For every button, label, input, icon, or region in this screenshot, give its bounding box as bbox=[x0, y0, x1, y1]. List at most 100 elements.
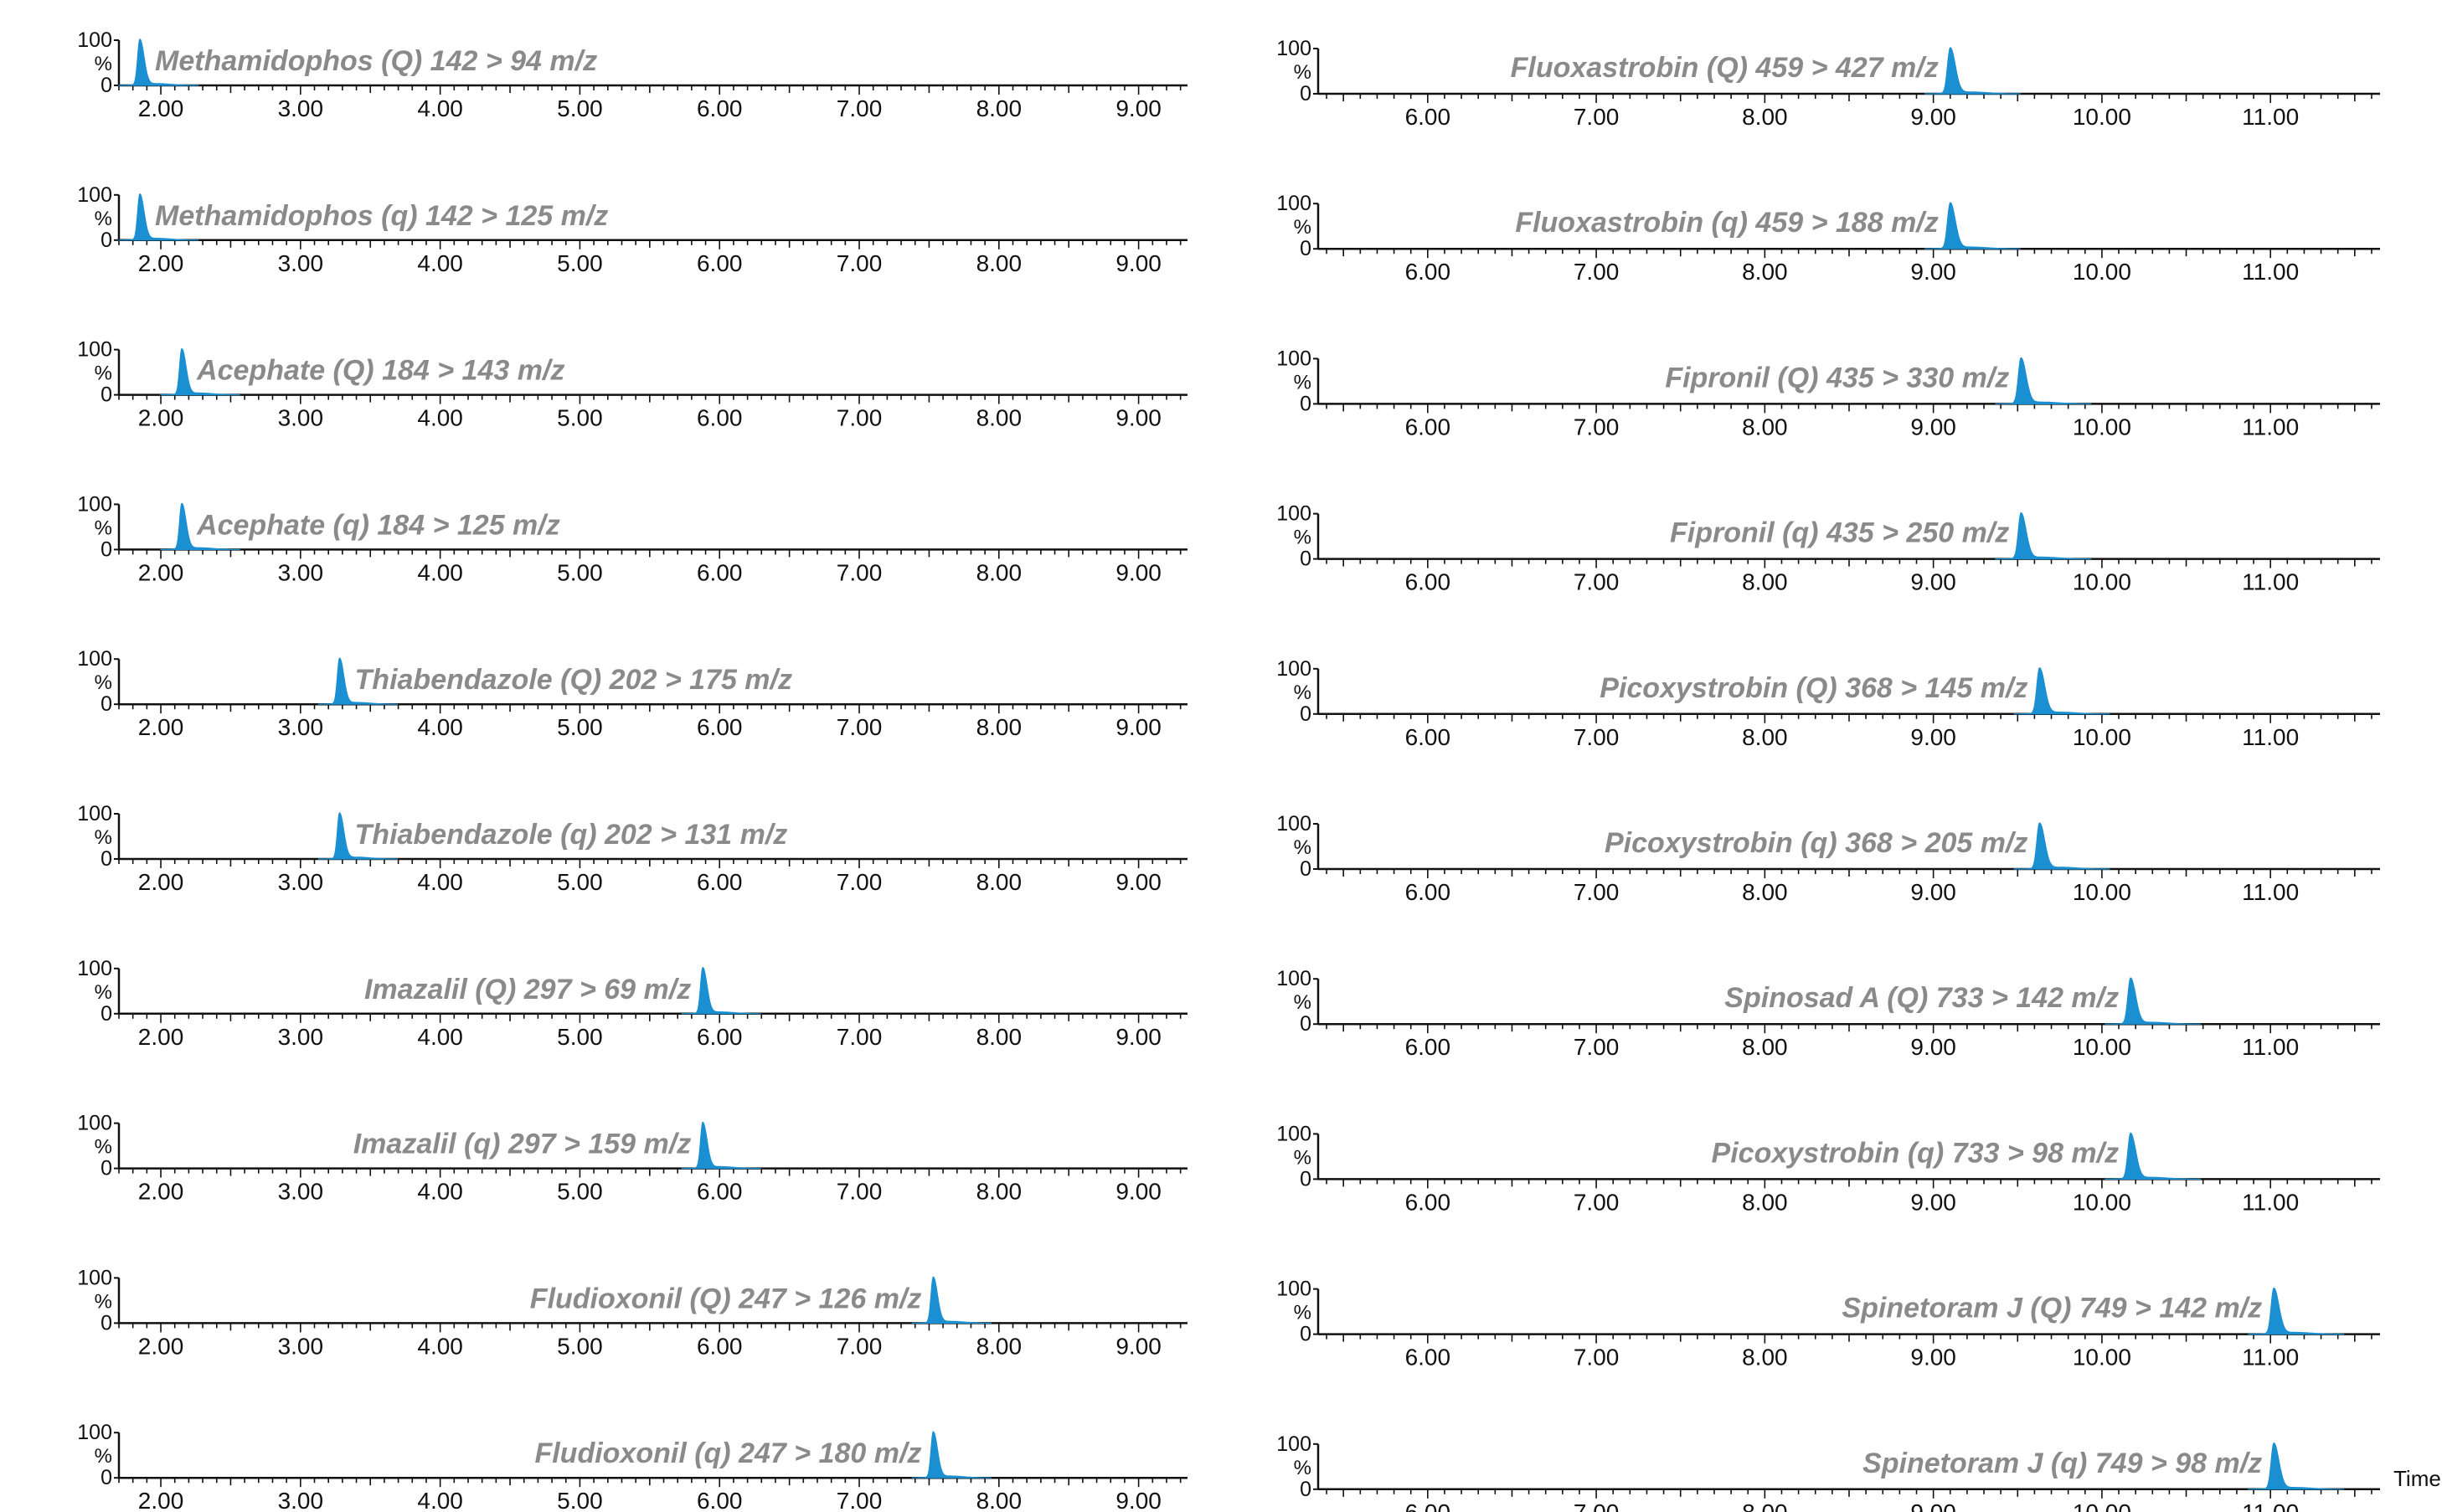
x-tick-label: 2.00 bbox=[138, 250, 184, 276]
y-tick-label-top: 100 bbox=[77, 338, 112, 362]
chromatogram-panel: 100%0 2.00 3.00 4.00 5.00 6.00 7.00 8.00 9.00 Flu… bbox=[77, 1266, 1188, 1359]
x-tick-label: 8.00 bbox=[1742, 724, 1788, 750]
y-axis-unit: % bbox=[1294, 1146, 1311, 1169]
x-tick-label: 8.00 bbox=[976, 714, 1023, 740]
x-tick-label: 9.00 bbox=[1115, 1488, 1162, 1512]
chromatogram-peak bbox=[911, 1276, 992, 1324]
x-tick-label: 3.00 bbox=[278, 1024, 324, 1050]
x-tick-label: 6.00 bbox=[1405, 1345, 1451, 1371]
x-tick-label: 5.00 bbox=[557, 714, 603, 740]
x-tick-label: 4.00 bbox=[417, 1179, 463, 1205]
x-tick-label: 7.00 bbox=[1574, 724, 1620, 750]
x-tick-label: 8.00 bbox=[1742, 1499, 1788, 1512]
x-tick-label: 4.00 bbox=[417, 1488, 463, 1512]
x-tick-label: 2.00 bbox=[138, 559, 184, 585]
x-tick-label: 9.00 bbox=[1115, 1024, 1162, 1050]
x-tick-label: 7.00 bbox=[1574, 1034, 1620, 1060]
x-tick-label: 8.00 bbox=[976, 1488, 1023, 1512]
x-tick-label: 5.00 bbox=[557, 1488, 603, 1512]
x-tick-label: 9.00 bbox=[1910, 1034, 1956, 1060]
x-tick-label: 8.00 bbox=[1742, 414, 1788, 440]
x-tick-label: 10.00 bbox=[2073, 259, 2131, 285]
x-tick-label: 9.00 bbox=[1115, 559, 1162, 585]
y-tick-label-top: 100 bbox=[1276, 347, 1311, 370]
y-tick-label-bottom: 0 bbox=[100, 537, 112, 561]
x-tick-label: 9.00 bbox=[1115, 1179, 1162, 1205]
chromatogram-peak bbox=[2105, 1132, 2202, 1180]
transition-label: Spinetoram J (Q) 749 > 142 m/z bbox=[1842, 1293, 2262, 1324]
chromatogram-panel: 100%0 2.00 3.00 4.00 5.00 6.00 7.00 8.00 9.00 Ima… bbox=[77, 957, 1188, 1050]
chromatogram-panel: 100%0 2.00 3.00 4.00 5.00 6.00 7.00 8.00 9.00 Thi… bbox=[77, 802, 1188, 895]
x-tick-label: 9.00 bbox=[1115, 1333, 1162, 1359]
chromatogram-peak bbox=[2013, 666, 2110, 715]
x-tick-label: 6.00 bbox=[1405, 1499, 1451, 1512]
y-axis-unit: % bbox=[95, 1445, 112, 1468]
x-tick-label: 6.00 bbox=[697, 1333, 743, 1359]
transition-label: Picoxystrobin (Q) 368 > 145 m/z bbox=[1600, 672, 2027, 704]
y-tick-label-top: 100 bbox=[1276, 1122, 1311, 1145]
transition-label: Spinosad A (Q) 733 > 142 m/z bbox=[1724, 982, 2119, 1014]
x-tick-label: 8.00 bbox=[976, 559, 1023, 585]
y-tick-label-top: 100 bbox=[1276, 1432, 1311, 1456]
y-tick-label-top: 100 bbox=[77, 957, 112, 980]
chromatogram-panel: 100%0 6.00 7.00 8.00 9.00 10.00 11.00 Fluoxastr… bbox=[1276, 37, 2380, 130]
y-tick-label-top: 100 bbox=[1276, 37, 1311, 60]
chromatogram-panel: 100%0 6.00 7.00 8.00 9.00 10.00 11.00 Picoxystr… bbox=[1276, 812, 2380, 905]
y-tick-label-bottom: 0 bbox=[1300, 82, 1311, 105]
chromatogram-panel: 100%0 6.00 7.00 8.00 9.00 10.00 11.00 Spinosad … bbox=[1276, 967, 2380, 1060]
transition-label: Picoxystrobin (q) 733 > 98 m/z bbox=[1712, 1137, 2120, 1169]
x-tick-label: 11.00 bbox=[2242, 879, 2299, 905]
y-tick-label-bottom: 0 bbox=[100, 1157, 112, 1180]
x-tick-label: 6.00 bbox=[1405, 259, 1451, 285]
x-tick-label: 6.00 bbox=[1405, 1034, 1451, 1060]
x-tick-label: 8.00 bbox=[976, 405, 1023, 431]
y-axis-unit: % bbox=[1294, 1302, 1311, 1324]
y-tick-label-top: 100 bbox=[1276, 1278, 1311, 1301]
x-tick-label: 7.00 bbox=[837, 714, 883, 740]
x-tick-label: 8.00 bbox=[1742, 104, 1788, 130]
chromatogram-peak bbox=[1995, 512, 2092, 560]
x-tick-label: 10.00 bbox=[2073, 569, 2131, 595]
x-tick-label: 7.00 bbox=[837, 869, 883, 895]
x-tick-label: 9.00 bbox=[1115, 250, 1162, 276]
x-tick-label: 4.00 bbox=[417, 559, 463, 585]
x-tick-label: 8.00 bbox=[976, 95, 1023, 121]
transition-label: Picoxystrobin (q) 368 > 205 m/z bbox=[1605, 827, 2027, 859]
x-tick-label: 11.00 bbox=[2242, 724, 2299, 750]
x-tick-label: 8.00 bbox=[976, 1333, 1023, 1359]
x-tick-label: 5.00 bbox=[557, 1024, 603, 1050]
y-axis-unit: % bbox=[95, 1290, 112, 1313]
y-axis-unit: % bbox=[1294, 836, 1311, 859]
transition-label: Imazalil (Q) 297 > 69 m/z bbox=[364, 974, 691, 1005]
y-tick-label-bottom: 0 bbox=[100, 229, 112, 252]
y-tick-label-top: 100 bbox=[77, 1112, 112, 1135]
x-tick-label: 9.00 bbox=[1910, 104, 1956, 130]
x-tick-label: 6.00 bbox=[1405, 1189, 1451, 1215]
y-tick-label-bottom: 0 bbox=[100, 1002, 112, 1026]
x-tick-label: 6.00 bbox=[697, 869, 743, 895]
x-tick-label: 4.00 bbox=[417, 405, 463, 431]
y-tick-label-top: 100 bbox=[77, 28, 112, 52]
x-tick-label: 7.00 bbox=[1574, 259, 1620, 285]
x-tick-label: 4.00 bbox=[417, 869, 463, 895]
x-tick-label: 7.00 bbox=[1574, 104, 1620, 130]
chromatogram-peak bbox=[911, 1431, 992, 1479]
x-tick-label: 7.00 bbox=[837, 1333, 883, 1359]
chromatogram-peak bbox=[681, 1121, 761, 1170]
x-tick-label: 5.00 bbox=[557, 95, 603, 121]
x-tick-label: 7.00 bbox=[837, 405, 883, 431]
transition-label: Fludioxonil (Q) 247 > 126 m/z bbox=[530, 1283, 922, 1314]
x-tick-label: 4.00 bbox=[417, 1024, 463, 1050]
x-tick-label: 5.00 bbox=[557, 250, 603, 276]
x-tick-label: 5.00 bbox=[557, 405, 603, 431]
chromatogram-panel: 100%0 2.00 3.00 4.00 5.00 6.00 7.00 8.00 9.00 Met… bbox=[77, 28, 1188, 121]
x-tick-label: 9.00 bbox=[1910, 259, 1956, 285]
chromatogram-panel: 100%0 6.00 7.00 8.00 9.00 10.00 11.00 Fipronil … bbox=[1276, 347, 2380, 440]
x-tick-label: 4.00 bbox=[417, 714, 463, 740]
x-tick-label: 6.00 bbox=[697, 1179, 743, 1205]
chromatogram-panel: 100%0 6.00 7.00 8.00 9.00 10.00 11.00 Spinetora… bbox=[1276, 1278, 2380, 1371]
x-tick-label: 8.00 bbox=[976, 869, 1023, 895]
x-tick-label: 6.00 bbox=[697, 1488, 743, 1512]
x-tick-label: 6.00 bbox=[1405, 104, 1451, 130]
